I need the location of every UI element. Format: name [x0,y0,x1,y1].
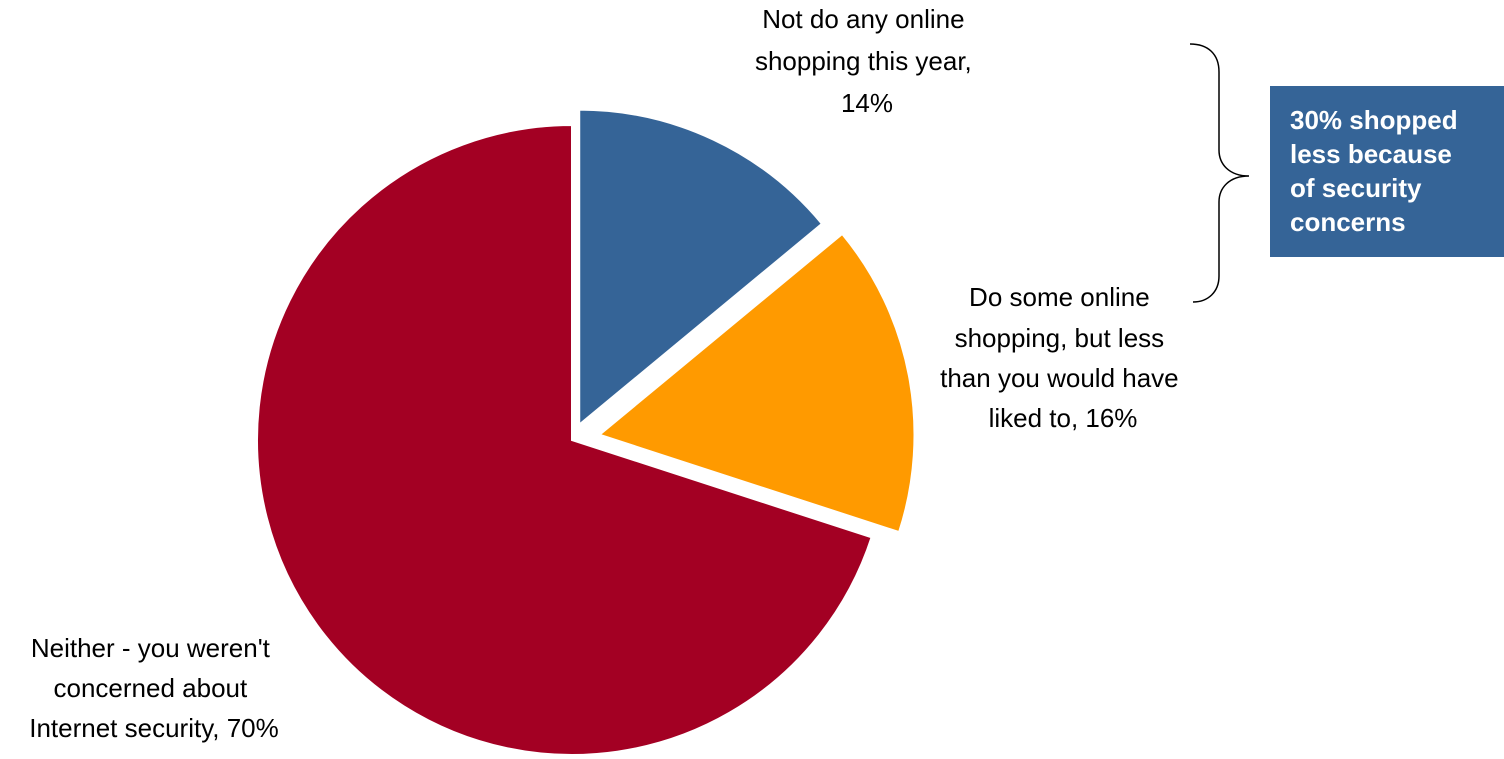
slice-label-neither: Neither - you weren't concerned about In… [29,633,279,743]
callout-line: 30% shopped [1290,105,1458,135]
slice-label-line: Not do any online [762,4,964,34]
grouping-brace [1189,43,1250,303]
callout-line: of security [1290,173,1422,203]
slice-label-line: concerned about [54,673,248,703]
pie-slice-shopped-less [597,232,916,534]
pie-slice-neither [256,123,873,756]
slice-label-line: Neither - you weren't [31,633,271,663]
callout-text: 30% shopped less because of security con… [1270,86,1504,257]
slice-label-line: than you would have [940,363,1179,393]
pie-slice-not-shopping [578,108,824,427]
slice-label-line: 14% [841,88,893,118]
callout-line: less because [1290,139,1452,169]
slice-label-line: shopping, but less [955,323,1165,353]
callout-box [1270,86,1504,257]
slice-label-not-shopping: Not do any online shopping this year, 14… [755,4,979,118]
slice-label-line: Internet security, 70% [29,713,279,743]
callout-line: concerns [1290,207,1406,237]
slice-label-line: liked to, 16% [989,403,1138,433]
slice-label-line: shopping this year, [755,46,972,76]
slice-label-line: Do some online [969,282,1150,312]
slice-label-shopped-less: Do some online shopping, but less than y… [940,282,1186,433]
